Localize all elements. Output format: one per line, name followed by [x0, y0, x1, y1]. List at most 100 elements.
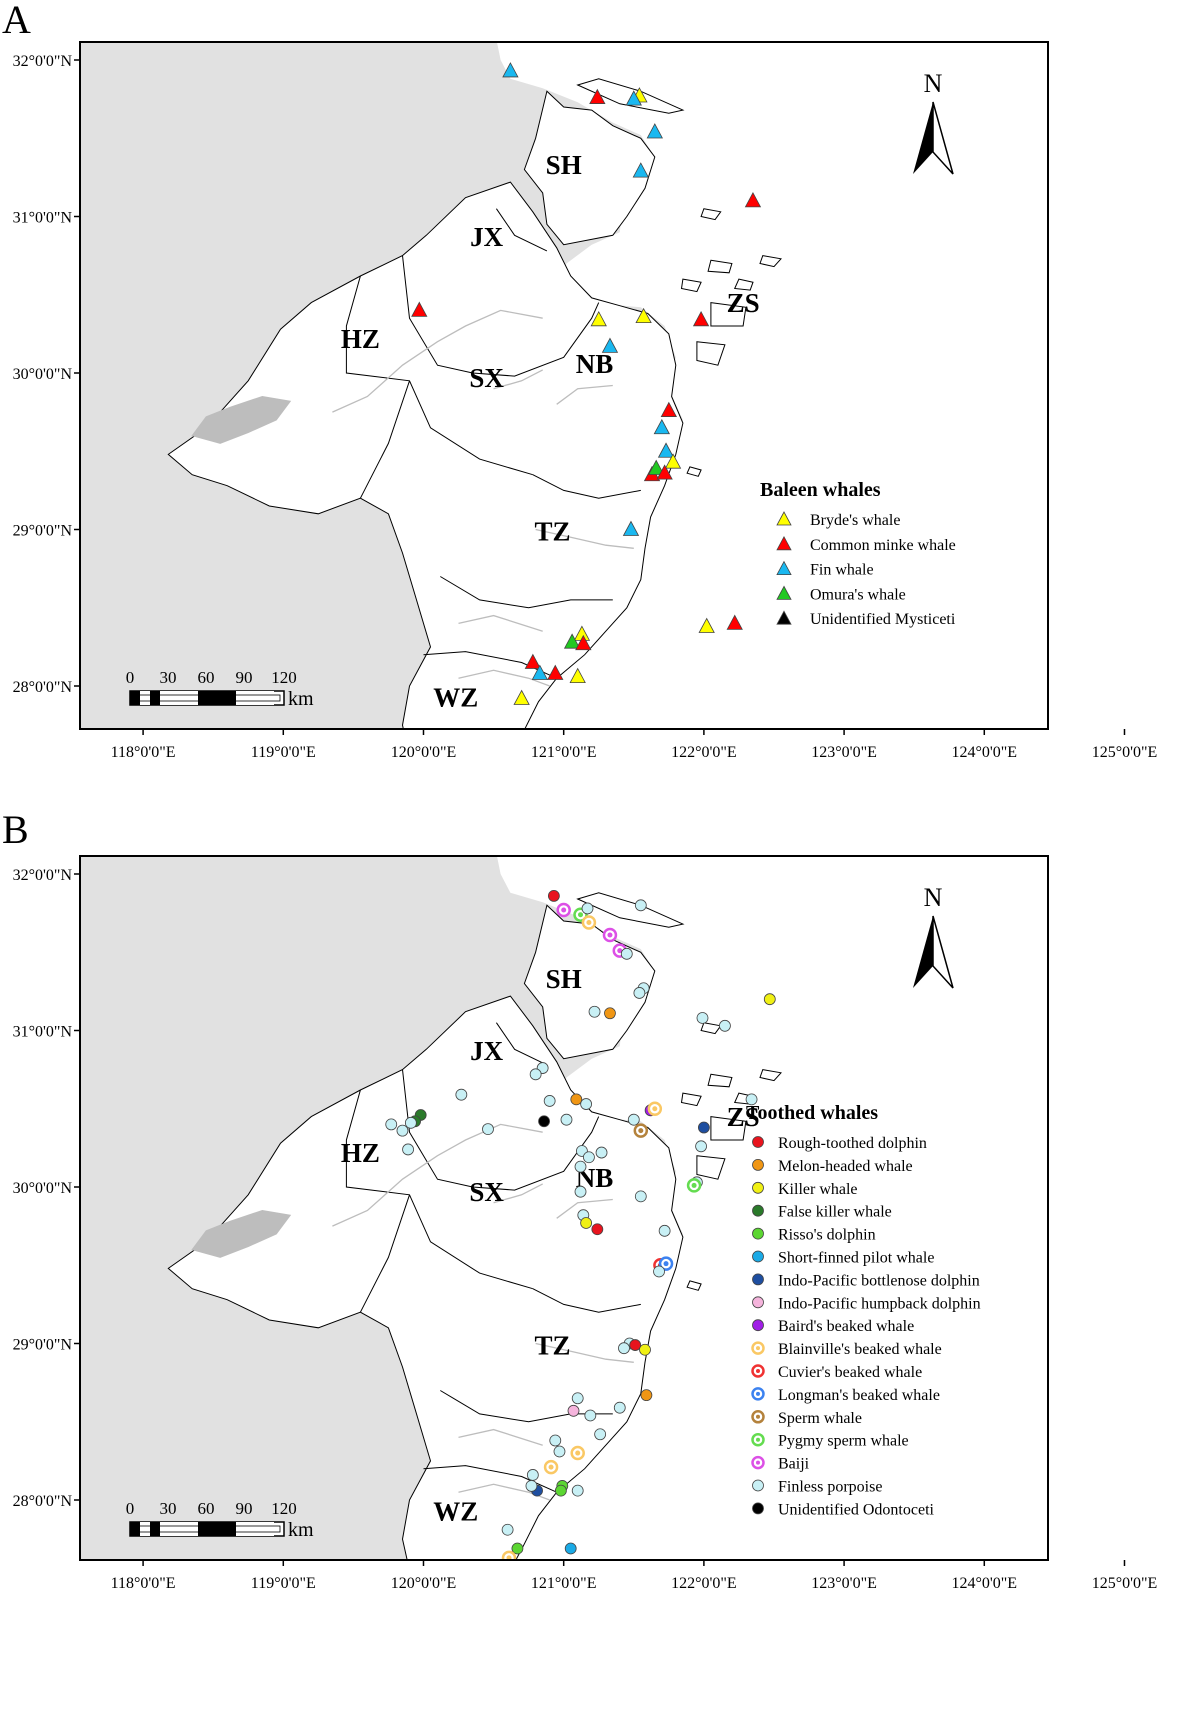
legend-marker: [752, 1319, 764, 1332]
scale-bar-label: 120: [271, 1499, 297, 1518]
region-label: HZ: [341, 1138, 380, 1168]
lat-tick-label: 30°0'0"N: [13, 366, 73, 383]
record-marker-circle: [574, 1160, 587, 1173]
city-border: [440, 576, 613, 609]
scale-bar-label: 30: [160, 668, 177, 687]
record-marker-circle: [455, 1088, 468, 1101]
record-marker-circle: [570, 1093, 583, 1106]
scale-bar-segment: [236, 691, 274, 705]
record-marker-triangle: [656, 464, 673, 480]
panel-b-letter: B: [2, 807, 29, 852]
lon-tick-label: 119°0'0"E: [251, 1575, 316, 1592]
lat-tick-label: 29°0'0"N: [13, 1337, 73, 1354]
lon-tick-label: 125°0'0"E: [1092, 1575, 1158, 1592]
region-label: SH: [546, 964, 582, 994]
map-body: SH JX HZ SX NB ZS TZ WZ: [80, 42, 1048, 729]
legend-title: Baleen whales: [760, 479, 881, 501]
record-marker-triangle: [744, 192, 762, 208]
island: [680, 278, 702, 293]
lon-tick-label: 118°0'0"E: [111, 1575, 176, 1592]
record-marker-circle: [634, 1190, 647, 1203]
record-marker-triangle: [646, 123, 663, 139]
lon-tick-label: 122°0'0"E: [671, 1575, 737, 1592]
record-marker-circle: [629, 1339, 642, 1351]
record-marker-triangle: [648, 459, 665, 475]
record-marker-circle: [385, 1118, 398, 1131]
island: [707, 1073, 733, 1088]
north-arrow-left-half: [913, 102, 933, 174]
north-arrow-left-half: [913, 916, 933, 988]
scale-bar-label: 0: [126, 1499, 135, 1518]
record-marker-triangle: [698, 617, 715, 633]
legend-label: Finless porpoise: [778, 1479, 882, 1496]
lon-tick-label: 124°0'0"E: [951, 744, 1017, 761]
scale-bar-unit: km: [288, 688, 314, 710]
record-marker-circle: [627, 1113, 640, 1126]
scale-bar-label: 90: [236, 668, 253, 687]
record-marker-circle: [482, 1123, 494, 1135]
record-marker-ring-dot: [561, 907, 567, 913]
scale-bar-segment: [130, 1522, 140, 1536]
river: [458, 669, 550, 687]
record-marker-ring-dot: [575, 1450, 581, 1456]
city-border: [402, 255, 600, 377]
legend-label: Killer whale: [778, 1181, 858, 1198]
island: [759, 1069, 782, 1082]
legend-marker: [752, 1250, 764, 1263]
record-marker-triangle: [563, 633, 581, 649]
legend-marker: [752, 1502, 764, 1515]
record-marker-triangle: [502, 62, 519, 78]
lon-tick-label: 120°0'0"E: [391, 1575, 457, 1592]
legend-marker: [752, 1204, 764, 1217]
north-arrow-right-half: [932, 915, 954, 989]
island: [733, 278, 754, 291]
legend-label: Unidentified Odontoceti: [778, 1501, 935, 1518]
scale-bar-label: 120: [271, 668, 297, 687]
record-marker-ring-dot: [607, 932, 613, 938]
record-marker-circle: [595, 1146, 608, 1159]
qiandao-lake: [191, 1209, 292, 1258]
city-border: [359, 380, 410, 499]
chongming-island: [576, 892, 685, 928]
legend-marker: [776, 511, 792, 526]
legend-label: Sperm whale: [778, 1410, 862, 1427]
city-border: [495, 208, 548, 252]
record-marker-triangle: [664, 453, 682, 469]
lon-tick-label: 119°0'0"E: [251, 744, 316, 761]
record-marker-triangle: [653, 418, 670, 435]
record-marker-circle: [580, 1217, 593, 1229]
scale-bar-segment: [140, 1522, 150, 1536]
record-marker-circle: [763, 993, 776, 1006]
record-marker-circle: [581, 902, 594, 915]
legend-marker: [776, 560, 792, 575]
legend-marker-dot: [756, 1414, 760, 1419]
river: [458, 1428, 543, 1446]
lon-tick-label: 123°0'0"E: [811, 744, 877, 761]
record-marker-triangle: [660, 401, 678, 417]
scale-bar-segment: [130, 691, 140, 705]
city-border: [495, 1022, 548, 1066]
island: [707, 259, 733, 274]
record-marker-circle: [580, 1098, 593, 1110]
scale-bar-segment: [160, 691, 198, 705]
region-label: SX: [469, 1177, 504, 1207]
record-marker-ring-dot: [663, 1261, 669, 1267]
record-marker-circle: [618, 1342, 630, 1355]
scale-bar-unit: km: [288, 1519, 314, 1541]
record-marker-circle: [492, 1574, 503, 1585]
legend-marker: [752, 1479, 764, 1492]
island: [710, 1116, 747, 1141]
region-label: SX: [469, 363, 504, 393]
record-marker-circle: [571, 1392, 584, 1405]
lat-tick-label: 28°0'0"N: [13, 1493, 73, 1510]
legend-label: Rough-toothed dolphin: [778, 1135, 927, 1152]
river: [535, 528, 634, 549]
legend-marker: [776, 610, 792, 625]
record-marker-circle: [719, 1019, 731, 1032]
record-marker-circle: [584, 1409, 597, 1422]
record-marker-circle: [567, 1404, 580, 1417]
record-marker-triangle: [547, 664, 564, 680]
record-marker-triangle: [569, 667, 586, 684]
city-border: [532, 1288, 641, 1313]
